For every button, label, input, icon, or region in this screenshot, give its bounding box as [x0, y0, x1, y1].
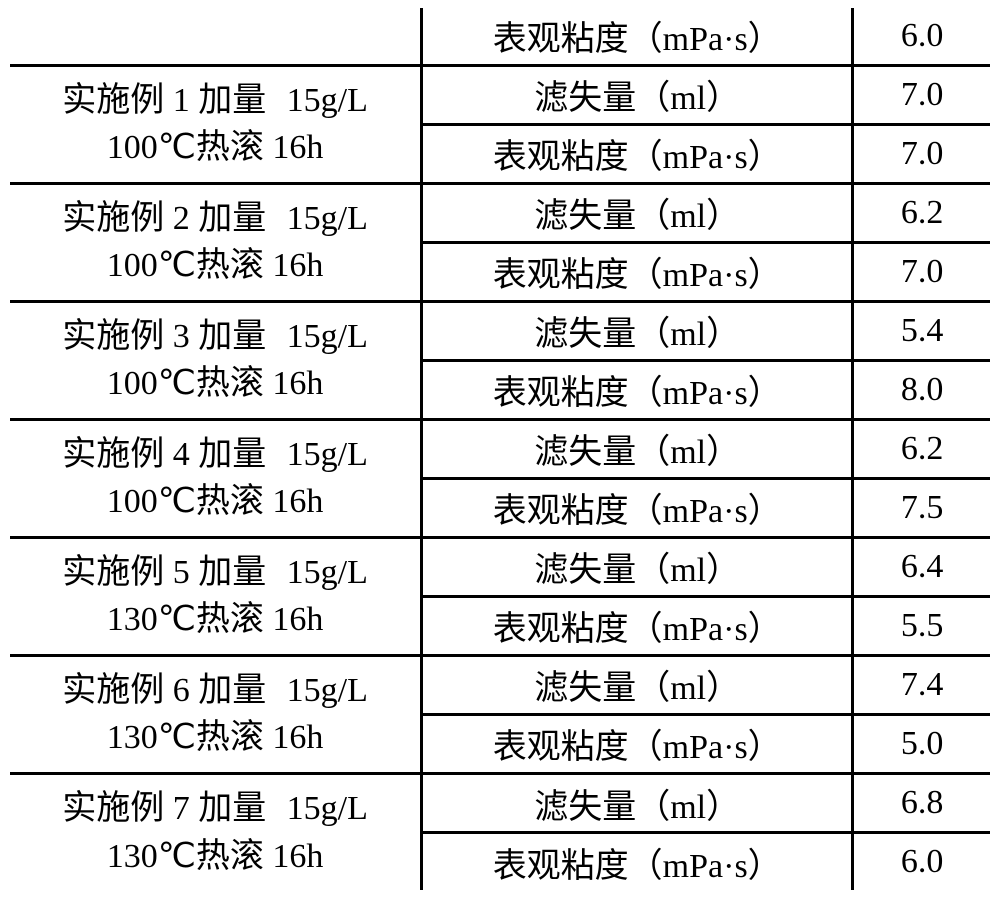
param-cell: 表观粘度（mPa·s）: [422, 833, 853, 890]
value-cell: 5.0: [853, 714, 990, 773]
group-label: 实施例 6 加量 15g/L 130℃热滚 16h: [10, 655, 422, 773]
group-label: 实施例 4 加量 15g/L 100℃热滚 16h: [10, 419, 422, 537]
label-line1-suffix: 15g/L: [287, 672, 368, 709]
label-line1: 实施例 4 加量: [62, 436, 266, 473]
value-cell: 6.2: [853, 419, 990, 478]
param-cell: 表观粘度（mPa·s）: [422, 8, 853, 65]
value-cell: 6.4: [853, 537, 990, 596]
label-line2: 100℃热滚 16h: [107, 129, 324, 166]
param-cell: 滤失量（ml）: [422, 537, 853, 596]
param-cell: 表观粘度（mPa·s）: [422, 714, 853, 773]
value-cell: 7.5: [853, 478, 990, 537]
param-cell: 表观粘度（mPa·s）: [422, 596, 853, 655]
label-line2: 100℃热滚 16h: [107, 247, 324, 284]
label-line1: 实施例 7 加量: [62, 790, 266, 827]
group-label: 实施例 2 加量 15g/L 100℃热滚 16h: [10, 183, 422, 301]
label-line1-suffix: 15g/L: [287, 436, 368, 473]
value-cell: 7.0: [853, 65, 990, 124]
param-cell: 滤失量（ml）: [422, 65, 853, 124]
table-row: 实施例 5 加量15g/L 130℃热滚 16h 滤失量（ml） 6.4: [10, 537, 990, 596]
data-table: 表观粘度（mPa·s） 6.0 实施例 1 加量 15g/L 100℃热滚 16h…: [10, 8, 990, 890]
label-line1: 实施例 2 加量: [62, 200, 266, 237]
value-cell: 6.0: [853, 8, 990, 65]
blank-label-cell: [10, 8, 422, 65]
param-cell: 表观粘度（mPa·s）: [422, 242, 853, 301]
param-cell: 滤失量（ml）: [422, 655, 853, 714]
label-line2: 100℃热滚 16h: [107, 365, 324, 402]
param-cell: 表观粘度（mPa·s）: [422, 360, 853, 419]
group-label: 实施例 3 加量 15g/L 100℃热滚 16h: [10, 301, 422, 419]
label-line2: 100℃热滚 16h: [107, 483, 324, 520]
value-cell: 7.4: [853, 655, 990, 714]
group-label: 实施例 1 加量 15g/L 100℃热滚 16h: [10, 65, 422, 183]
value-cell: 6.2: [853, 183, 990, 242]
param-cell: 表观粘度（mPa·s）: [422, 478, 853, 537]
param-cell: 滤失量（ml）: [422, 419, 853, 478]
group-label: 实施例 5 加量 15g/L 130℃热滚 16h: [10, 537, 422, 655]
table-row: 实施例 4 加量15g/L 100℃热滚 16h 滤失量（ml） 6.2: [10, 419, 990, 478]
value-cell: 6.8: [853, 774, 990, 833]
label-line1: 实施例 1 加量: [62, 82, 266, 119]
table-row: 实施例 6 加量15g/L 130℃热滚 16h 滤失量（ml） 7.4: [10, 655, 990, 714]
value-cell: 7.0: [853, 124, 990, 183]
label-line1: 实施例 3 加量: [62, 318, 266, 355]
label-line1-suffix: 15g/L: [287, 554, 368, 591]
table-row: 实施例 1 加量15g/L 100℃热滚 16h 滤失量（ml） 7.0: [10, 65, 990, 124]
param-cell: 滤失量（ml）: [422, 183, 853, 242]
value-cell: 5.4: [853, 301, 990, 360]
table-row: 表观粘度（mPa·s） 6.0: [10, 8, 990, 65]
param-cell: 滤失量（ml）: [422, 301, 853, 360]
label-line1-suffix: 15g/L: [287, 200, 368, 237]
param-cell: 表观粘度（mPa·s）: [422, 124, 853, 183]
table-row: 实施例 3 加量15g/L 100℃热滚 16h 滤失量（ml） 5.4: [10, 301, 990, 360]
table-row: 实施例 2 加量15g/L 100℃热滚 16h 滤失量（ml） 6.2: [10, 183, 990, 242]
label-line1-suffix: 15g/L: [287, 318, 368, 355]
param-cell: 滤失量（ml）: [422, 774, 853, 833]
label-line1-suffix: 15g/L: [287, 82, 368, 119]
label-line2: 130℃热滚 16h: [107, 601, 324, 638]
label-line2: 130℃热滚 16h: [107, 838, 324, 875]
label-line1: 实施例 6 加量: [62, 672, 266, 709]
value-cell: 8.0: [853, 360, 990, 419]
table-row: 实施例 7 加量15g/L 130℃热滚 16h 滤失量（ml） 6.8: [10, 774, 990, 833]
label-line1: 实施例 5 加量: [62, 554, 266, 591]
group-label: 实施例 7 加量 15g/L 130℃热滚 16h: [10, 774, 422, 891]
value-cell: 5.5: [853, 596, 990, 655]
value-cell: 6.0: [853, 833, 990, 890]
label-line2: 130℃热滚 16h: [107, 719, 324, 756]
label-line1-suffix: 15g/L: [287, 790, 368, 827]
value-cell: 7.0: [853, 242, 990, 301]
